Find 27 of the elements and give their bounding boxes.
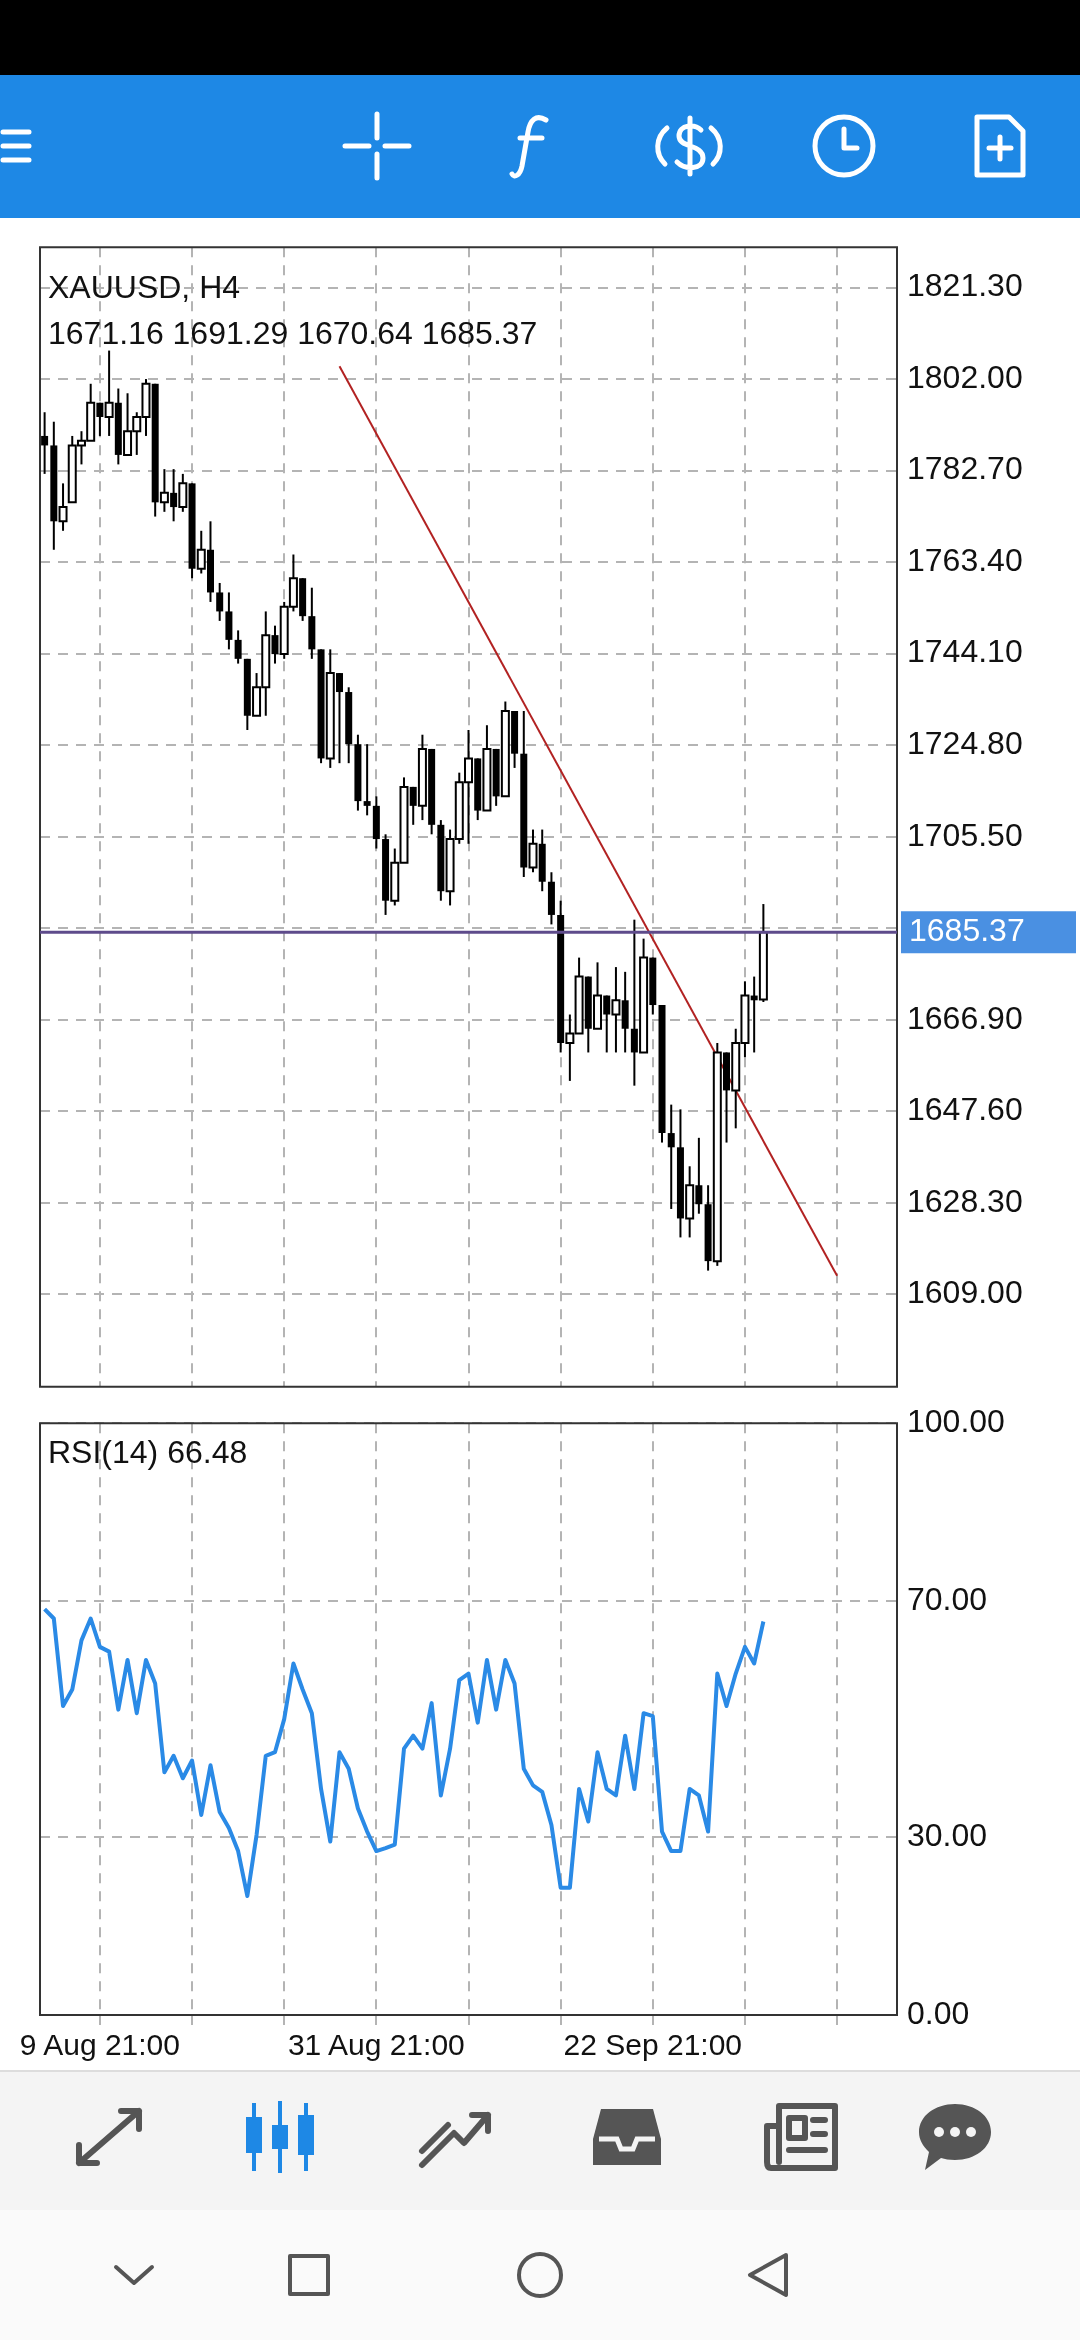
text: XAUUSD, H4: [48, 269, 241, 306]
y-tick-label: 1821.30: [907, 267, 1023, 304]
x-tick-label: 9 Aug 21:00: [19, 2028, 180, 2062]
candlestick: [667, 1103, 675, 1210]
y-tick-label: 1744.10: [907, 633, 1023, 670]
y-tick-label: 1802.00: [907, 358, 1023, 395]
x-tick-label: 22 Sep 21:00: [563, 2028, 743, 2062]
ref-line-label: 1685.37: [909, 911, 1025, 948]
y-tick-label: 0.00: [907, 1994, 970, 2031]
y-tick-label: 1647.60: [907, 1091, 1023, 1128]
y-tick-label: 1724.80: [907, 724, 1023, 761]
y-tick-label: 1666.90: [907, 999, 1023, 1036]
text: 1671.16 1691.29 1670.64 1685.37: [48, 315, 538, 352]
candlestick: [216, 581, 224, 622]
candlestick: [363, 743, 371, 817]
candlestick: [41, 411, 49, 475]
y-tick-label: 1782.70: [907, 450, 1023, 487]
y-tick-label: 70.00: [907, 1580, 988, 1617]
chart-title: RSI(14) 66.48: [48, 1434, 248, 1471]
y-tick-label: 1609.00: [907, 1274, 1023, 1311]
y-tick-label: 1705.50: [907, 816, 1023, 853]
y-tick-label: 1628.30: [907, 1182, 1023, 1219]
x-tick-label: 31 Aug 21:00: [287, 2028, 465, 2062]
candlestick: [234, 629, 242, 665]
y-tick-label: 100.00: [907, 1403, 1005, 1440]
y-tick-label: 1763.40: [907, 541, 1023, 578]
y-tick-label: 30.00: [907, 1817, 988, 1854]
